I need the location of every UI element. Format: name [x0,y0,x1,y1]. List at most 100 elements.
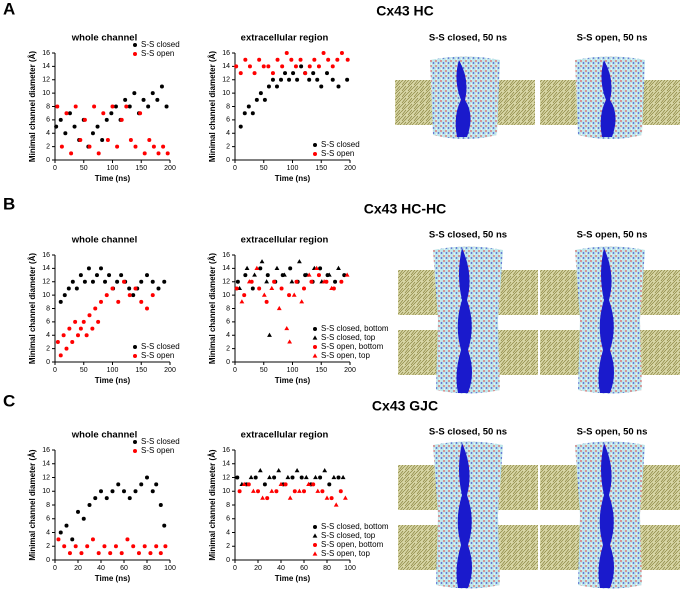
point [294,468,300,473]
point [293,64,298,69]
point [260,495,265,500]
point [297,259,302,264]
x-tick-label: 60 [120,565,128,572]
legend-label: S-S open [321,149,354,158]
y-tick-label: 8 [226,305,230,312]
point [147,137,152,142]
point [283,71,288,76]
y-axis-label: Minimal channel diameter (Å) [28,51,37,162]
point [132,91,137,96]
point [73,544,78,549]
y-tick-label: 14 [42,265,50,272]
point [318,266,323,271]
point [243,273,248,278]
panel-title: Cx43 HC-HC [364,201,446,217]
y-axis-label: Minimal channel diameter (Å) [208,449,217,560]
point [302,489,306,494]
point [61,333,66,338]
point [295,77,300,82]
point [74,286,79,291]
y-tick-label: 0 [46,557,50,564]
point [87,144,92,149]
x-tick-label: 0 [53,367,57,374]
point [329,496,334,501]
point [239,299,245,304]
point [136,551,141,556]
point [109,111,114,116]
x-tick-label: 150 [135,367,147,374]
chart-title: whole channel [71,235,137,246]
point [145,306,149,311]
legend-marker [313,525,317,529]
legend-marker [313,152,317,156]
point [161,144,166,149]
point [326,57,331,62]
point [333,279,338,284]
legend-marker [133,345,137,349]
legend-marker [313,327,317,331]
point [333,502,339,507]
point [283,482,288,487]
x-tick-label: 100 [164,565,176,572]
point [267,474,272,480]
point [274,84,279,89]
y-tick-label: 6 [46,319,50,326]
y-axis-label: Minimal channel diameter (Å) [28,253,37,364]
point [66,286,71,291]
y-tick-label: 10 [222,90,230,97]
y-tick-label: 16 [42,447,50,454]
point [288,266,293,271]
point [257,468,263,473]
x-axis-label: Time (ns) [275,174,311,183]
y-tick-label: 16 [42,50,50,57]
legend-label: S-S open, top [321,351,370,360]
point [115,144,120,149]
point [67,326,72,331]
point [258,91,263,96]
point [299,475,304,480]
point [252,71,257,76]
point [151,144,156,149]
image-title: S-S closed, 50 ns [429,230,507,241]
point [272,279,277,284]
point [115,279,120,284]
x-axis-label: Time (ns) [95,376,131,385]
point [58,299,63,304]
x-tick-label: 20 [74,565,82,572]
point [299,64,304,69]
point [103,279,108,284]
point [247,64,252,69]
point [266,64,271,69]
point [303,71,308,76]
point [276,305,282,311]
point [162,523,167,528]
point [90,131,95,136]
y-tick-label: 2 [46,345,50,352]
point [279,286,284,291]
point [99,489,103,494]
point [315,77,320,82]
point [259,259,265,264]
point [327,482,332,487]
point [316,64,321,69]
point [67,551,72,556]
point [251,488,256,493]
point [100,137,105,142]
point [303,474,309,480]
legend-marker [313,143,317,147]
point [242,111,247,116]
y-tick-label: 8 [46,305,50,312]
point [139,279,144,284]
point [78,326,83,331]
point [279,77,283,82]
y-tick-label: 0 [46,157,50,164]
point [150,279,155,284]
y-tick-label: 14 [42,63,50,70]
point [336,475,341,480]
point [64,346,69,351]
point [165,151,170,156]
point [306,272,312,277]
point [148,551,153,556]
chart-title: extracellular region [241,235,329,246]
y-tick-label: 16 [222,447,230,454]
